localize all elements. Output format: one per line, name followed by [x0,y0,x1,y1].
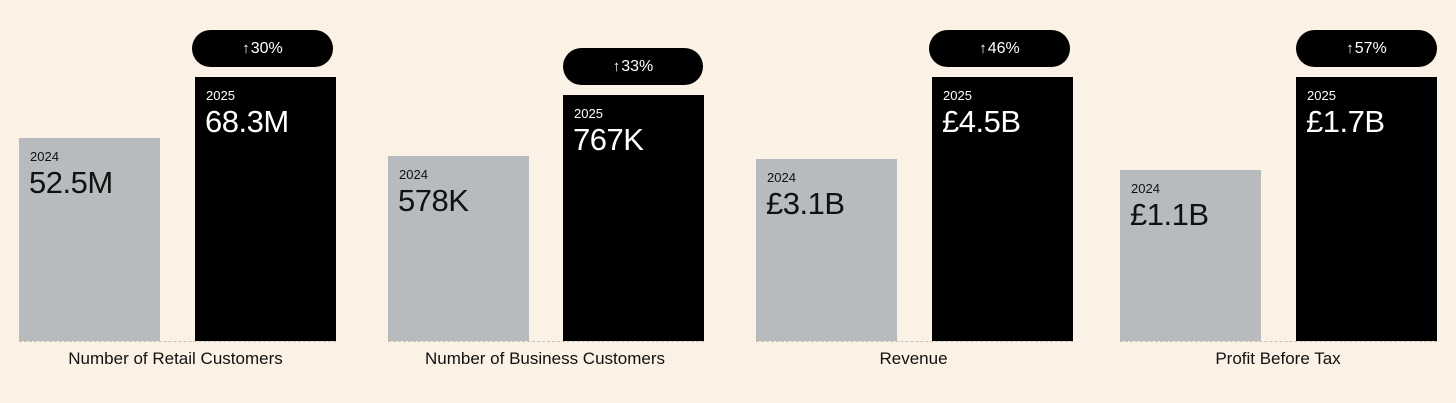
change-value: 33% [621,57,654,75]
change-badge: ↑ 33% [563,48,703,85]
value-label: £1.1B [1130,197,1209,232]
value-label: £4.5B [942,104,1021,139]
x-axis-label: Profit Before Tax [1215,349,1341,368]
value-label: 52.5M [29,165,113,200]
x-axis-label: Number of Retail Customers [68,349,283,368]
baseline [388,341,704,342]
year-label: 2024 [399,167,428,182]
year-label: 2025 [943,88,972,103]
arrow-up-icon: ↑ [979,40,987,57]
bar-2024: 2024 £3.1B [756,159,897,341]
value-label: 68.3M [205,104,289,139]
year-label: 2025 [574,106,603,121]
change-value: 46% [987,39,1020,57]
bar-2025: 2025 £1.7B [1296,77,1437,341]
bar-2025: 2025 68.3M [195,77,336,341]
arrow-up-icon: ↑ [612,58,621,75]
year-label: 2024 [767,170,796,185]
baseline [19,341,336,342]
year-label: 2024 [1131,181,1160,196]
value-label: 578K [398,183,469,218]
bar-2025: 2025 £4.5B [932,77,1073,341]
bar-2024: 2024 £1.1B [1120,170,1261,341]
change-badge: ↑ 30% [192,30,333,67]
change-badge: ↑ 57% [1296,30,1437,67]
x-axis-label: Number of Business Customers [425,349,665,368]
arrow-up-icon: ↑ [1346,40,1354,57]
baseline [756,341,1073,342]
year-label: 2025 [1307,88,1336,103]
change-value: 30% [250,39,283,57]
value-label: £1.7B [1306,104,1385,139]
bar-2024: 2024 52.5M [19,138,160,341]
change-badge: ↑ 46% [929,30,1070,67]
year-label: 2024 [30,149,59,164]
arrow-up-icon: ↑ [242,40,250,57]
bar-2024: 2024 578K [388,156,529,341]
value-label: £3.1B [766,186,845,221]
x-axis-label: Revenue [879,349,948,368]
year-label: 2025 [206,88,235,103]
bar-2025: 2025 767K [563,95,704,341]
change-value: 57% [1354,39,1387,57]
baseline [1120,341,1437,342]
value-label: 767K [573,122,644,157]
